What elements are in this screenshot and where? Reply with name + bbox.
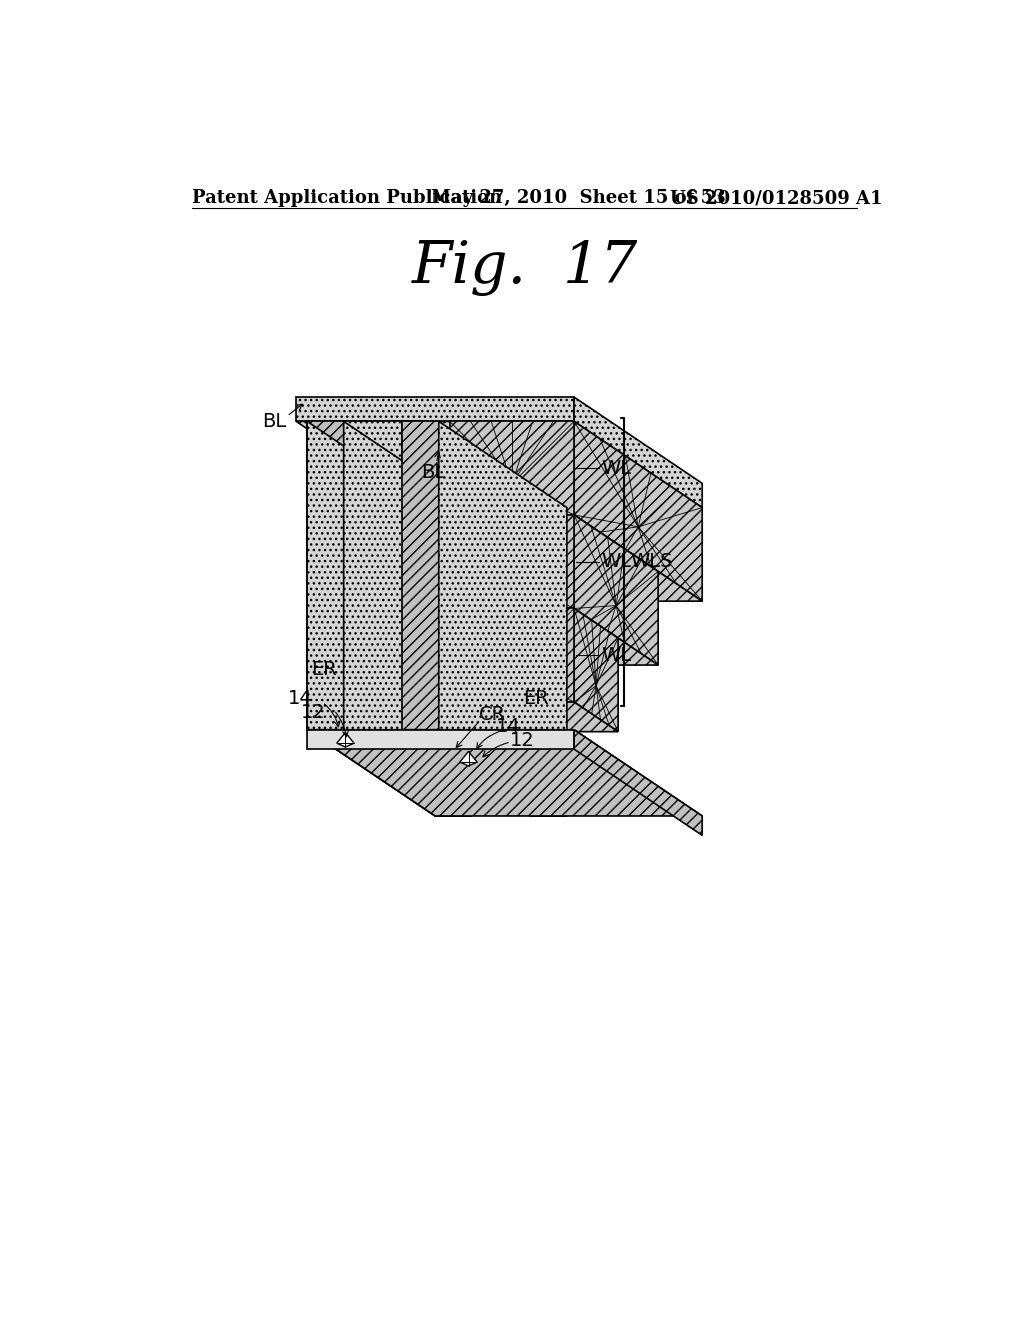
Polygon shape — [307, 730, 574, 750]
Polygon shape — [450, 609, 574, 702]
Text: May 27, 2010  Sheet 15 of 53: May 27, 2010 Sheet 15 of 53 — [431, 189, 726, 207]
Polygon shape — [344, 421, 472, 816]
Polygon shape — [307, 730, 472, 816]
Text: Patent Application Publication: Patent Application Publication — [193, 189, 503, 207]
Text: ER: ER — [311, 660, 337, 680]
Text: WLS: WLS — [631, 552, 673, 572]
Text: BL: BL — [421, 463, 445, 482]
Polygon shape — [450, 609, 658, 665]
Text: WL: WL — [601, 645, 631, 665]
Polygon shape — [337, 733, 354, 747]
Polygon shape — [402, 421, 438, 730]
Text: 14: 14 — [497, 717, 521, 737]
Text: ER: ER — [523, 689, 549, 708]
Polygon shape — [450, 515, 702, 601]
Polygon shape — [450, 515, 574, 609]
Text: US 2010/0128509 A1: US 2010/0128509 A1 — [670, 189, 882, 207]
Polygon shape — [450, 702, 618, 731]
Polygon shape — [307, 730, 702, 816]
Polygon shape — [460, 751, 477, 766]
Polygon shape — [574, 421, 702, 601]
Polygon shape — [574, 609, 618, 731]
Polygon shape — [574, 515, 658, 665]
Polygon shape — [296, 397, 574, 421]
Text: BL: BL — [262, 412, 287, 432]
Polygon shape — [438, 421, 567, 816]
Polygon shape — [574, 730, 702, 836]
Polygon shape — [402, 730, 567, 816]
Polygon shape — [402, 421, 530, 816]
Text: WL: WL — [601, 458, 631, 478]
Polygon shape — [307, 421, 344, 730]
Polygon shape — [307, 421, 435, 816]
Text: CR: CR — [478, 705, 506, 723]
Polygon shape — [296, 421, 702, 508]
Polygon shape — [307, 421, 438, 730]
Polygon shape — [450, 421, 574, 515]
Polygon shape — [307, 421, 438, 730]
Text: 14: 14 — [289, 689, 313, 708]
Text: WL: WL — [601, 552, 631, 572]
Text: 12: 12 — [301, 702, 326, 722]
Text: Fig.  17: Fig. 17 — [412, 239, 638, 296]
Text: 12: 12 — [510, 731, 535, 750]
Polygon shape — [574, 397, 702, 508]
